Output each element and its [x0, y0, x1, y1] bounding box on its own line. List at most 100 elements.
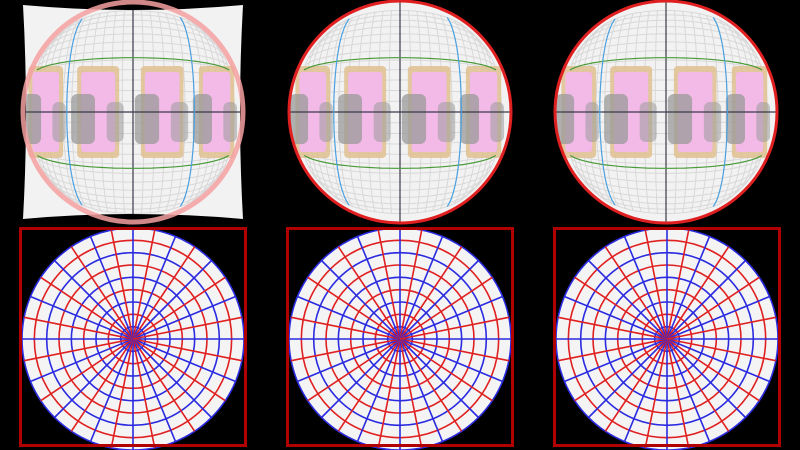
green-guide-line — [569, 57, 763, 71]
polar-spoke — [666, 295, 770, 340]
polar-spoke — [377, 229, 401, 340]
pig-leg — [319, 102, 333, 142]
pig-leg — [223, 102, 238, 142]
blue-guide-line — [333, 18, 350, 206]
pig-shadow — [555, 94, 575, 144]
polar-spoke — [337, 246, 401, 340]
polar-spoke — [666, 338, 690, 449]
polar-spoke — [132, 338, 243, 362]
polar-spoke — [337, 338, 401, 432]
polar-spoke — [666, 338, 760, 402]
pig-shadow — [604, 94, 628, 144]
polar-spoke — [666, 338, 770, 383]
polar-spoke — [132, 316, 243, 340]
polar-spoke — [132, 276, 226, 340]
green-guide-line — [570, 154, 762, 169]
polar-spoke — [132, 229, 156, 340]
polar-spoke — [132, 338, 236, 383]
red-ring — [553, 0, 779, 225]
polar-spoke — [399, 295, 503, 340]
polar-spoke — [30, 338, 134, 383]
polar-spoke — [399, 246, 463, 340]
center-axes — [554, 0, 778, 224]
red-ring — [287, 0, 513, 225]
polar-spoke — [70, 338, 134, 432]
polar-spoke — [399, 338, 444, 442]
blue-guide-line — [599, 18, 616, 206]
pig-shadow — [459, 94, 479, 144]
red-frame — [286, 227, 514, 447]
polar-spoke — [132, 338, 213, 419]
polar-spoke — [666, 259, 747, 340]
green-guide-line — [304, 154, 496, 169]
polar-spoke — [644, 338, 668, 449]
pig-leg — [756, 102, 771, 142]
fisheye-warped-square — [20, 0, 246, 225]
polar-spoke — [110, 229, 134, 340]
pig-leg — [52, 102, 66, 142]
green-guide-line — [36, 57, 230, 71]
fisheye-image — [23, 5, 243, 219]
center-axes — [23, 5, 243, 219]
polar-spoke — [132, 338, 196, 432]
fisheye-image — [554, 0, 778, 224]
polar-spoke — [399, 236, 444, 340]
polar-spoke — [399, 316, 510, 340]
polar-spoke — [53, 338, 134, 419]
polar-spoke — [307, 276, 401, 340]
blue-guide-line — [179, 17, 196, 207]
polar-spoke — [307, 338, 401, 402]
polar-spoke — [89, 338, 134, 442]
top-row-fisheye-images — [20, 0, 779, 225]
polar-spoke — [644, 229, 668, 340]
polar-spoke — [23, 338, 134, 362]
pig-shadow — [338, 94, 362, 144]
polar-spoke — [666, 338, 747, 419]
pig-leg — [373, 102, 391, 142]
polar-spoke — [574, 338, 668, 402]
polar-spoke — [132, 338, 177, 442]
polar-spoke — [564, 295, 668, 340]
polar-lines — [288, 227, 512, 450]
polar-spoke — [666, 236, 711, 340]
polar-spoke — [290, 338, 401, 362]
pink-ring — [20, 0, 246, 225]
bottom-row-polar-grids — [19, 227, 781, 450]
pig-shadow — [667, 94, 693, 144]
polar-spoke — [399, 338, 493, 402]
polar-spoke — [53, 259, 134, 340]
pig-leg — [437, 102, 456, 142]
polar-spoke — [604, 338, 668, 432]
red-frame — [553, 227, 781, 447]
blue-guide-line — [446, 17, 463, 207]
polar-spoke — [666, 276, 760, 340]
polar-spoke — [623, 338, 668, 442]
pig-shadow — [71, 94, 95, 144]
polar-spoke — [666, 338, 777, 362]
pig-shadow — [289, 94, 309, 144]
polar-spoke — [666, 316, 777, 340]
pig-leg — [106, 102, 124, 142]
polar-spoke — [132, 259, 213, 340]
polar-spoke — [89, 236, 134, 340]
polar-spoke — [70, 246, 134, 340]
fisheye-circle-a — [287, 0, 513, 225]
polar-spoke — [604, 246, 668, 340]
polar-spoke — [587, 338, 668, 419]
polar-spoke — [40, 338, 134, 402]
pig-shadow — [725, 94, 745, 144]
pig-leg — [703, 102, 722, 142]
red-frame — [19, 227, 247, 447]
polar-spoke — [564, 338, 668, 383]
polar-spoke — [399, 276, 493, 340]
polar-lines — [555, 227, 779, 450]
polar-spoke — [623, 236, 668, 340]
polar-spoke — [132, 338, 226, 402]
polar-spoke — [297, 338, 401, 383]
polar-spoke — [297, 295, 401, 340]
polar-spoke — [30, 295, 134, 340]
polar-spoke — [557, 338, 668, 362]
polar-spoke — [666, 229, 690, 340]
pig-shadow — [401, 94, 427, 144]
